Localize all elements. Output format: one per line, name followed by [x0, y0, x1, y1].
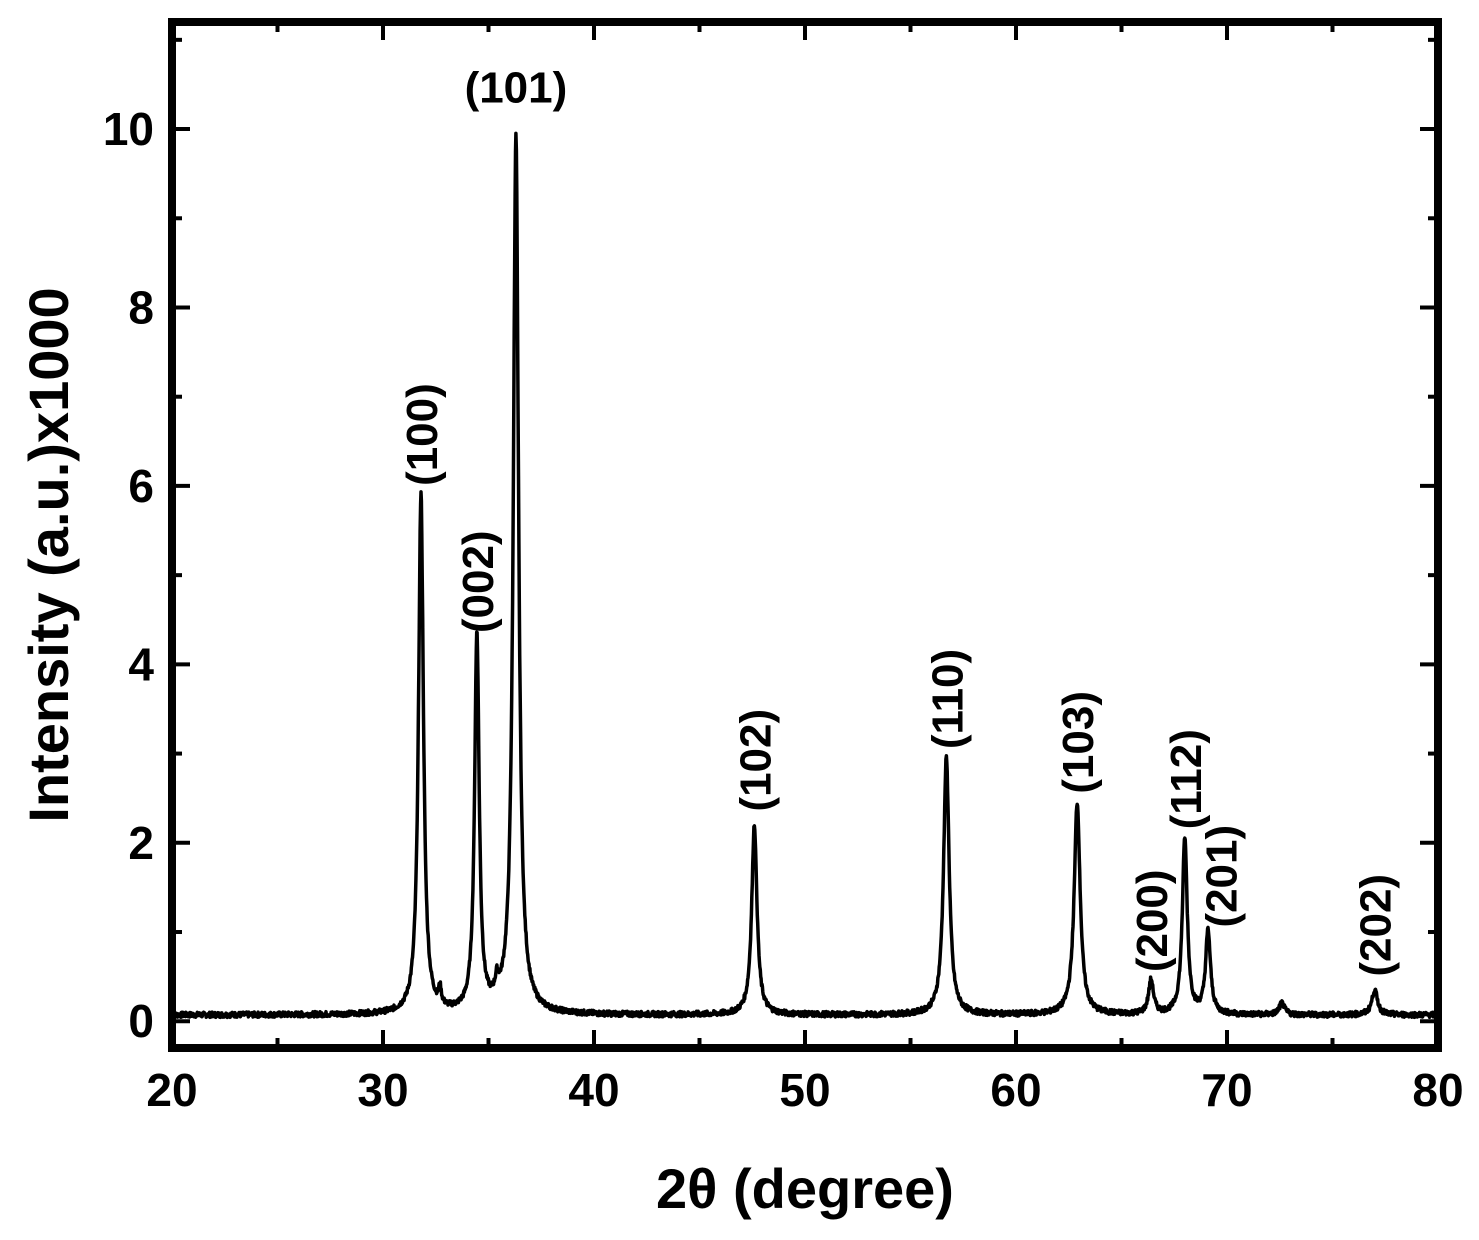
- peak-label: (100): [398, 383, 447, 486]
- peak-labels: (100)(002) (101) (102) (110) (103) (200) (112)…: [398, 63, 1401, 976]
- x-tick-label: 50: [779, 1064, 830, 1116]
- plot-frame: [168, 18, 1442, 1052]
- x-axis-title: 2θ (degree): [656, 1157, 954, 1220]
- y-tick-label: 10: [103, 103, 154, 155]
- peak-label: (103): [1054, 691, 1103, 794]
- x-tick-label: 60: [990, 1064, 1041, 1116]
- peak-label: (202): [1352, 874, 1401, 977]
- x-tick-label: 70: [1201, 1064, 1252, 1116]
- peak-label: (112): [1162, 729, 1211, 829]
- x-tick-label: 30: [357, 1064, 408, 1116]
- peak-label: (110): [923, 649, 972, 749]
- x-tick-label: 40: [568, 1064, 619, 1116]
- y-tick-label: 6: [128, 460, 154, 512]
- y-axis-title: Intensity (a.u.)x1000: [17, 287, 80, 822]
- x-tick-label: 80: [1412, 1064, 1463, 1116]
- peak-label: (201): [1198, 825, 1247, 928]
- y-tick-label: 8: [128, 281, 154, 333]
- peak-label: (101): [465, 63, 568, 112]
- xrd-pattern-line: [170, 131, 1440, 1020]
- plot-border: [168, 18, 1442, 1052]
- y-axis: 0 2 4 6 8 10: [103, 37, 1438, 1047]
- x-axis: 20 30 40 50 60 70 80: [146, 22, 1464, 1116]
- peak-label: (200): [1128, 869, 1177, 972]
- peak-label: (102): [731, 709, 780, 812]
- peak-label: (002): [454, 530, 503, 633]
- x-tick-label: 20: [146, 1064, 197, 1116]
- y-tick-label: 0: [128, 995, 154, 1047]
- y-tick-label: 4: [128, 638, 154, 690]
- y-tick-label: 2: [128, 817, 154, 869]
